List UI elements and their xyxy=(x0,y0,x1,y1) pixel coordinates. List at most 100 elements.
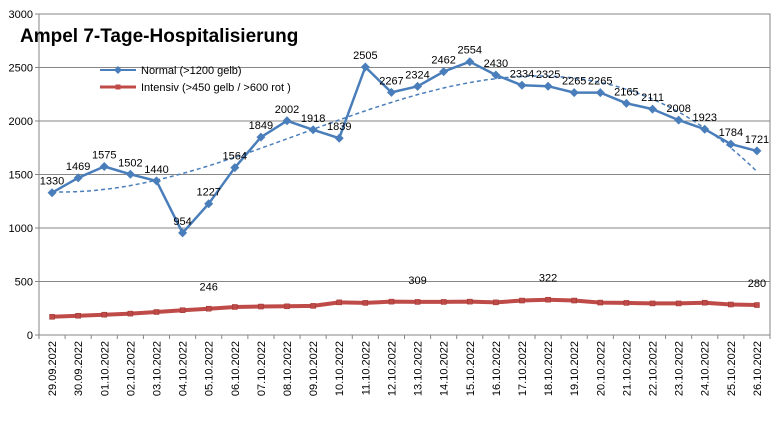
x-tick-label: 08.10.2022 xyxy=(282,341,294,396)
x-tick-label: 09.10.2022 xyxy=(308,341,320,396)
data-label: 309 xyxy=(408,275,426,287)
data-point xyxy=(388,298,395,305)
data-point xyxy=(569,88,579,98)
y-tick-label: 2000 xyxy=(9,116,33,128)
legend-marker xyxy=(114,66,122,74)
x-tick-label: 29.09.2022 xyxy=(47,341,59,396)
data-point xyxy=(334,133,344,143)
data-point xyxy=(232,304,238,310)
data-label: 1330 xyxy=(40,176,64,188)
data-label: 2324 xyxy=(405,69,429,81)
series-normal: 1330146915751502144095412271564184920021… xyxy=(40,45,769,238)
x-tick-label: 15.10.2022 xyxy=(465,341,477,396)
data-point xyxy=(230,163,240,173)
trendline-normal xyxy=(52,75,758,193)
data-point xyxy=(386,87,396,97)
x-tick-label: 05.10.2022 xyxy=(204,341,216,396)
legend-marker xyxy=(115,84,121,90)
data-point xyxy=(543,81,553,91)
data-label: 1502 xyxy=(118,157,142,169)
data-label: 1849 xyxy=(249,120,273,132)
data-label: 2505 xyxy=(353,50,377,62)
data-point xyxy=(413,81,423,91)
x-tick-label: 23.10.2022 xyxy=(674,341,686,396)
legend-item: Normal (>1200 gelb) xyxy=(100,65,242,77)
data-point xyxy=(75,312,81,319)
data-point xyxy=(179,307,186,313)
x-tick-label: 07.10.2022 xyxy=(256,341,268,396)
data-label: 2265 xyxy=(562,76,586,88)
data-point xyxy=(491,70,501,80)
data-label: 246 xyxy=(200,282,218,294)
plot-area: 1330146915751502144095412271564184920021… xyxy=(40,45,769,320)
data-label: 280 xyxy=(748,278,766,290)
data-label: 1923 xyxy=(692,112,716,124)
data-point xyxy=(595,88,605,98)
data-label: 322 xyxy=(539,273,557,285)
data-point xyxy=(47,188,57,198)
y-tick-label: 3000 xyxy=(9,9,33,21)
series-intensiv: 246 309 322 280 xyxy=(49,273,766,320)
data-point xyxy=(284,303,290,310)
data-label: 2002 xyxy=(275,104,299,116)
y-tick-label: 2500 xyxy=(9,63,33,75)
data-point xyxy=(178,228,188,238)
data-label: 1575 xyxy=(92,149,116,161)
series-line xyxy=(52,297,757,319)
data-point xyxy=(127,310,134,317)
y-tick-label: 500 xyxy=(15,277,33,289)
data-point xyxy=(726,139,736,149)
x-tick-label: 13.10.2022 xyxy=(413,341,425,396)
data-point xyxy=(467,298,473,305)
x-tick-label: 17.10.2022 xyxy=(517,341,529,396)
x-tick-label: 01.10.2022 xyxy=(99,341,111,396)
data-point xyxy=(701,299,708,306)
data-label: 2111 xyxy=(641,92,664,104)
data-label: 1227 xyxy=(196,187,220,199)
data-point xyxy=(440,299,447,305)
data-point xyxy=(205,305,212,312)
legend: Normal (>1200 gelb) Intensiv (>450 gelb /… xyxy=(100,65,291,94)
data-point xyxy=(571,297,577,304)
data-point xyxy=(258,303,264,310)
x-tick-label: 30.09.2022 xyxy=(73,341,85,396)
data-point xyxy=(99,161,109,171)
data-point xyxy=(700,124,710,134)
data-label: 2334 xyxy=(510,68,534,80)
x-tick-label: 26.10.2022 xyxy=(752,341,764,396)
legend-label: Normal (>1200 gelb) xyxy=(141,65,242,77)
data-point xyxy=(256,132,266,142)
x-axis-ticks: 29.09.2022 30.09.2022 01.10.2022 02.10.2022… xyxy=(47,341,764,396)
data-label: 2267 xyxy=(379,75,403,87)
data-point xyxy=(728,301,734,308)
x-tick-label: 24.10.2022 xyxy=(700,341,712,396)
data-label: 2265 xyxy=(588,76,612,88)
data-point xyxy=(597,299,604,306)
data-point xyxy=(493,299,499,306)
data-point xyxy=(414,299,421,305)
x-tick-label: 16.10.2022 xyxy=(491,341,503,396)
data-point xyxy=(752,146,762,156)
x-tick-label: 11.10.2022 xyxy=(360,341,372,395)
y-tick-label: 1000 xyxy=(9,223,33,235)
x-tick-label: 02.10.2022 xyxy=(125,341,137,396)
x-tick-label: 14.10.2022 xyxy=(439,341,451,396)
legend-item: Intensiv (>450 gelb / >600 rot ) xyxy=(100,82,291,94)
data-point xyxy=(519,297,525,304)
grid xyxy=(35,13,771,339)
data-label: 2165 xyxy=(614,86,638,98)
data-label: 2008 xyxy=(666,103,690,115)
data-point xyxy=(336,299,342,306)
legend-label: Intensiv (>450 gelb / >600 rot ) xyxy=(141,82,291,94)
data-point xyxy=(153,309,160,315)
data-label: 1784 xyxy=(719,127,743,139)
data-point xyxy=(754,302,760,308)
data-point xyxy=(362,300,369,306)
data-label: 954 xyxy=(173,216,191,228)
data-point xyxy=(465,57,475,67)
data-point xyxy=(439,67,449,77)
data-point xyxy=(675,300,682,307)
y-axis-ticks: 0 500 1000 1500 2000 2500 3000 xyxy=(9,9,33,342)
x-tick-label: 04.10.2022 xyxy=(178,341,190,396)
